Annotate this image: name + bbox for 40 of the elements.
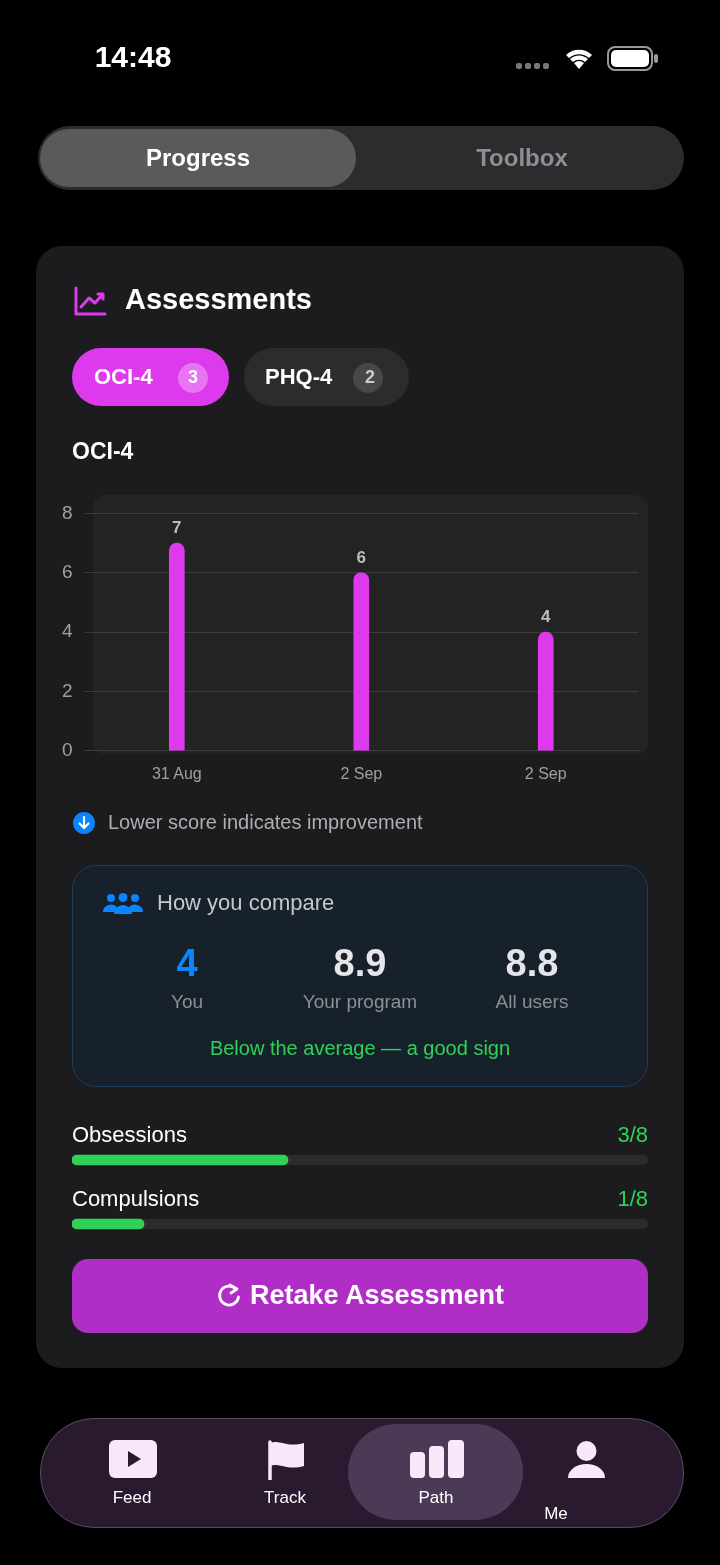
x-tick-label: 31 Aug — [151, 764, 202, 782]
text: Toolbox — [475, 144, 569, 172]
text: How you compare — [157, 890, 335, 916]
text: Me — [544, 1504, 568, 1523]
text: Feed — [111, 1488, 153, 1508]
text: Your program — [302, 991, 418, 1012]
y-tick-label: 6 — [61, 560, 73, 582]
data-label: 6 — [356, 547, 367, 567]
text: Assessments — [125, 283, 312, 316]
data-label: 3/8 — [617, 1122, 648, 1147]
y-tick-label: Compulsions — [72, 1186, 200, 1211]
data-label: 1/8 — [617, 1186, 648, 1211]
text: Track — [264, 1488, 306, 1507]
text: 2 — [364, 367, 375, 387]
text: You — [170, 991, 204, 1012]
text: Lower score indicates improvement — [108, 811, 423, 834]
text: Path — [418, 1488, 454, 1507]
bar — [537, 631, 554, 751]
x-tick-label: 2 Sep — [524, 764, 567, 782]
text: All users — [495, 991, 569, 1012]
chart-title: OCI-4 — [72, 438, 134, 465]
y-tick-label: 0 — [61, 739, 73, 761]
bar — [168, 542, 185, 751]
y-tick-label: Obsessions — [72, 1122, 187, 1147]
data-label: 4 — [541, 607, 552, 627]
text: Progress — [144, 144, 252, 172]
text: Below the average — a good sign — [208, 1037, 512, 1060]
text: 14:48 — [93, 40, 173, 74]
text: Retake Assessment — [248, 1280, 506, 1311]
text: 8.8 — [505, 942, 559, 984]
y-tick-label: 4 — [61, 620, 73, 642]
x-tick-label: 2 Sep — [340, 764, 383, 782]
data-label: 7 — [172, 518, 182, 538]
bar — [353, 572, 370, 751]
text: 8.9 — [333, 942, 387, 984]
y-tick-label: 2 — [61, 679, 73, 701]
y-tick-label: 8 — [61, 501, 73, 523]
text: PHQ-4 — [265, 364, 333, 390]
text: OCI-4 — [94, 364, 153, 390]
text: 3 — [187, 367, 198, 387]
